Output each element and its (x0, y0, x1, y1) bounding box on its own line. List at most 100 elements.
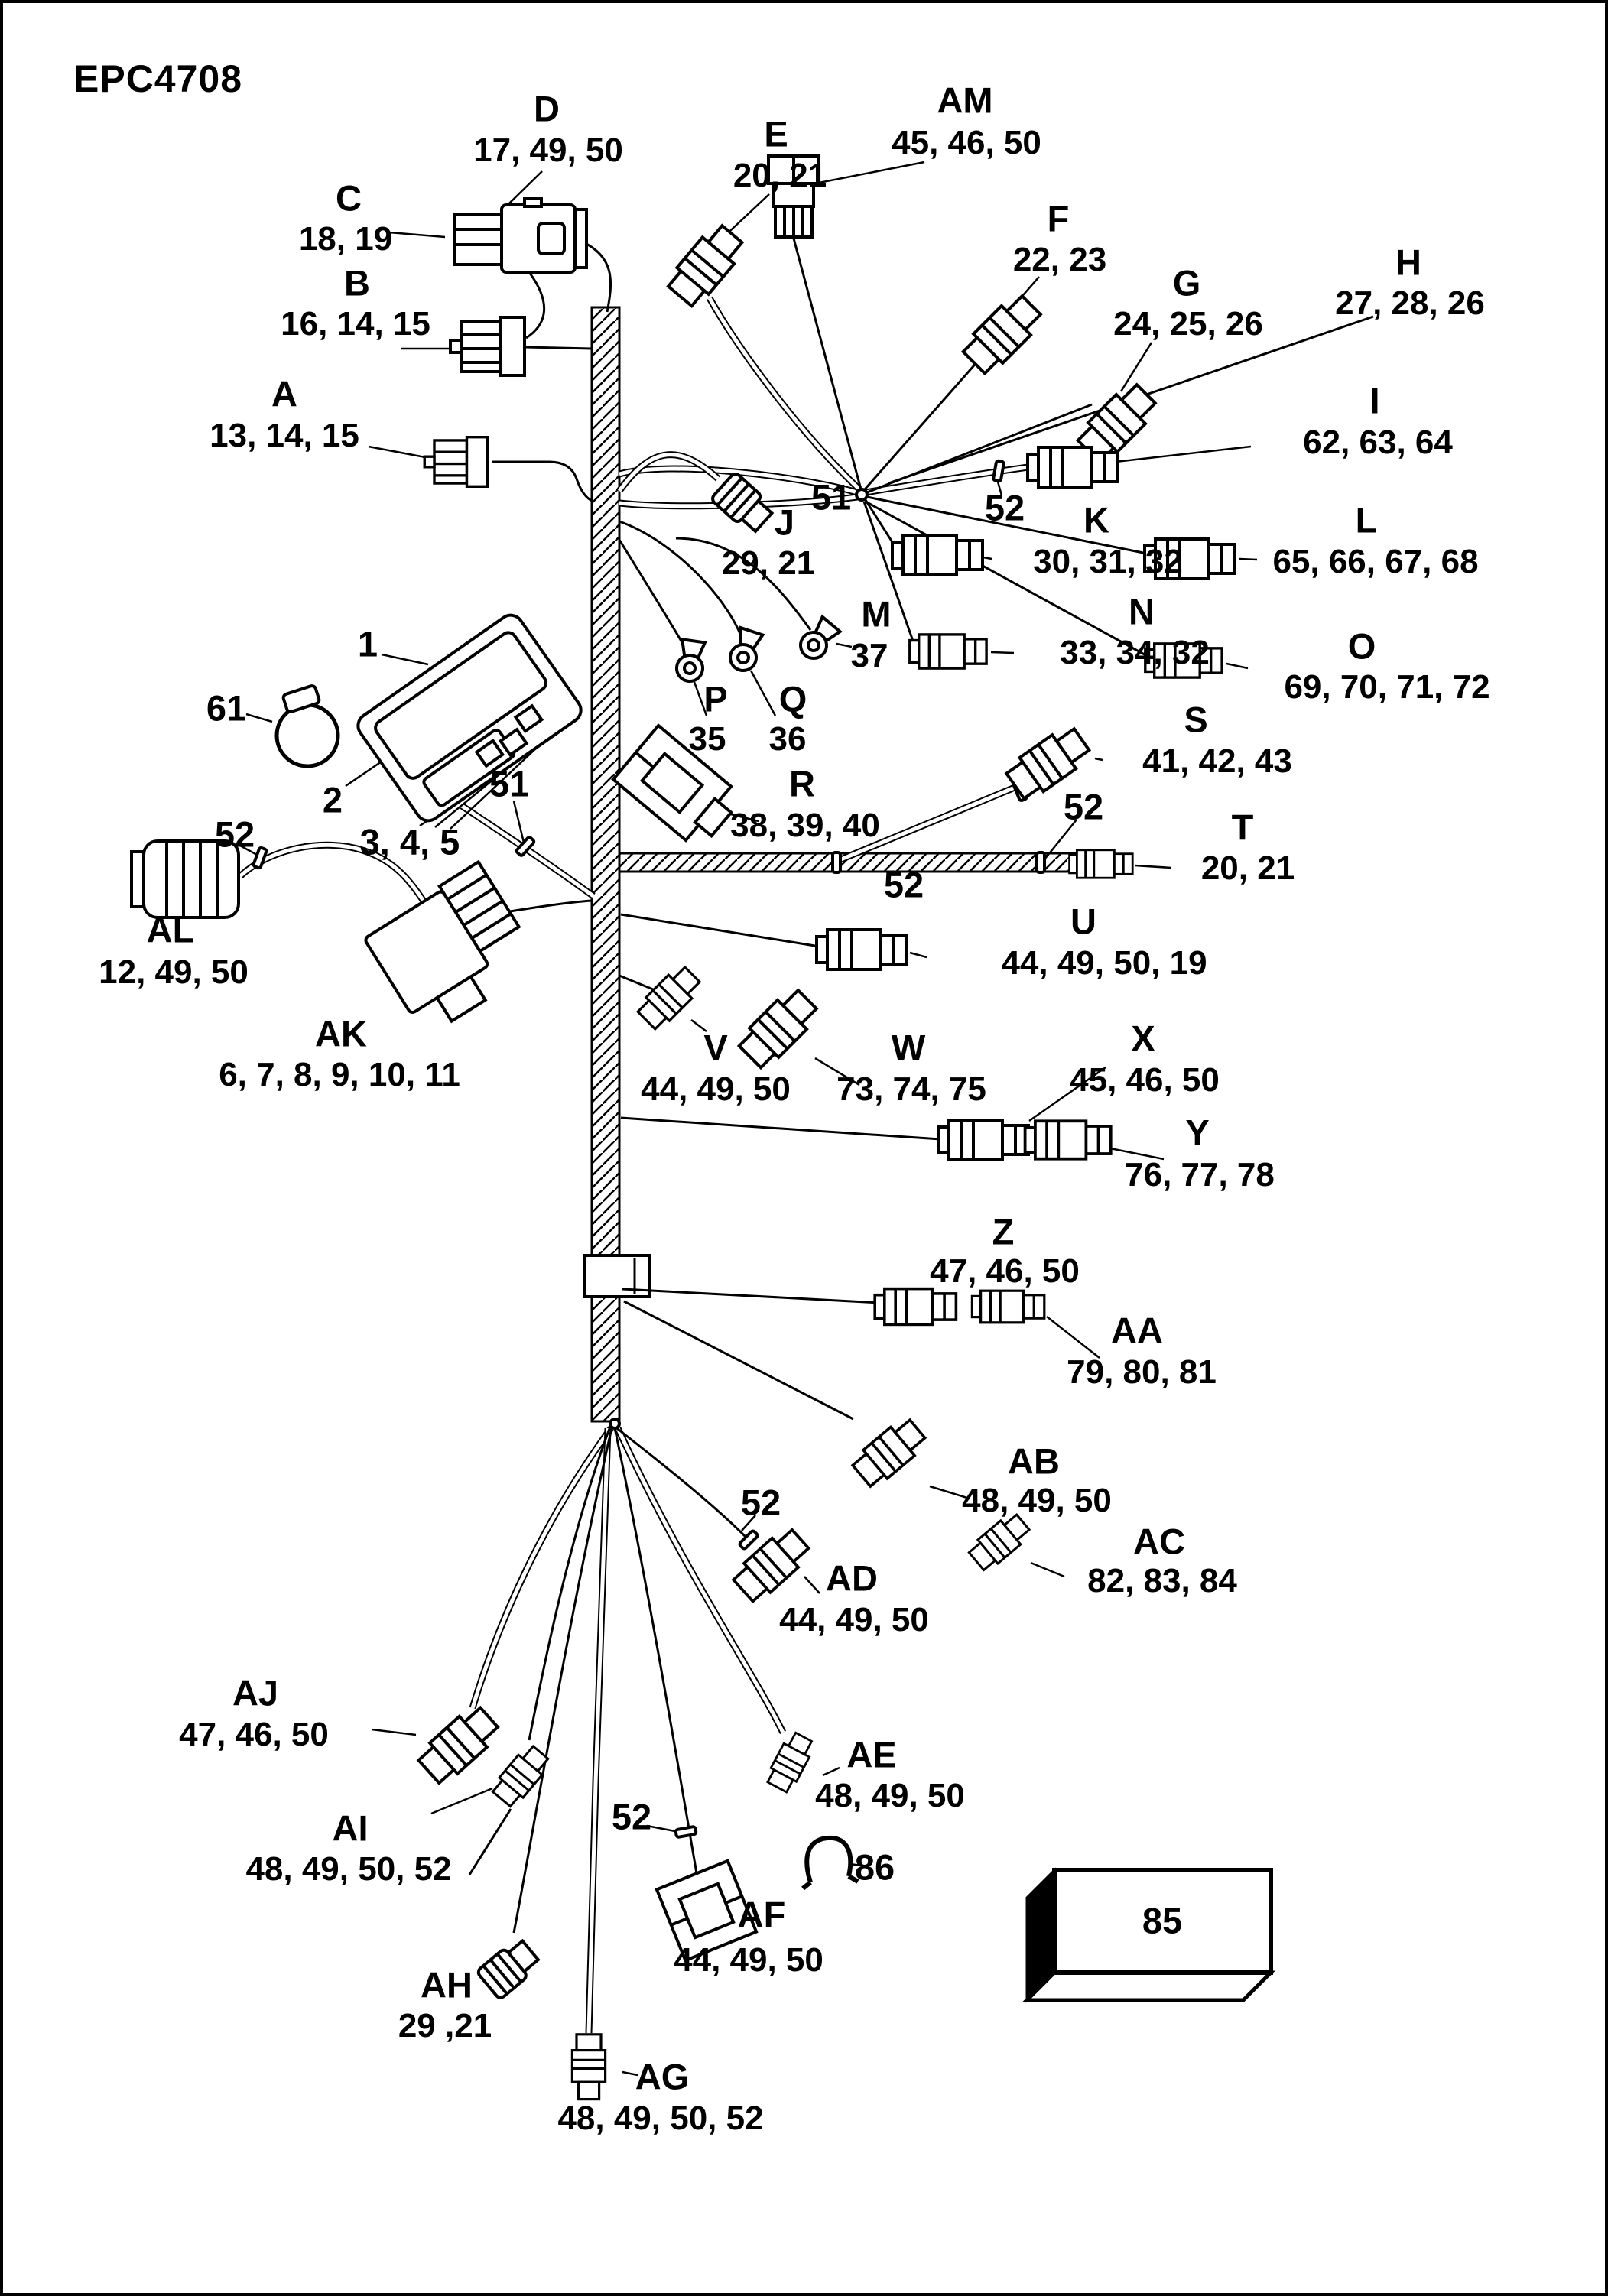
connector-ah (474, 1934, 544, 2002)
connector-aj (413, 1700, 505, 1789)
label-AE: AE (846, 1734, 897, 1775)
label-AG: AG (635, 2056, 690, 2097)
callout-2: 2 (322, 779, 343, 820)
label-A-parts: 13, 14, 15 (210, 417, 359, 454)
connector-ag (570, 2033, 607, 2101)
thin-wires (468, 238, 1374, 1934)
clip-86 (801, 1835, 859, 1891)
connector-aa (970, 1289, 1046, 1324)
label-X: X (1131, 1018, 1155, 1059)
label-Q-parts: 36 (768, 720, 807, 758)
label-T-parts: 20, 21 (1200, 849, 1295, 887)
label-AK: AK (315, 1013, 367, 1054)
label-AD-parts: 44, 49, 50 (779, 1601, 929, 1638)
label-AG-parts: 48, 49, 50, 52 (557, 2100, 764, 2137)
ring-terminal-p (673, 637, 708, 685)
connector-e (662, 219, 750, 311)
ring-terminal-m (794, 614, 843, 665)
label-H-parts: 27, 28, 26 (1335, 284, 1485, 322)
connector-k (891, 534, 984, 576)
label-E-parts: 20, 21 (733, 157, 827, 194)
label-D-parts: 17, 49, 50 (473, 132, 623, 169)
label-K-parts: 30, 31, 32 (1033, 543, 1183, 580)
label-AF: AF (737, 1894, 786, 1935)
callout-52-top: 52 (984, 487, 1025, 528)
label-D: D (534, 88, 560, 129)
label-W: W (891, 1027, 926, 1068)
label-AM: AM (937, 80, 993, 121)
label-R: R (789, 763, 815, 804)
callout-52-s: 52 (1063, 786, 1104, 827)
label-AL: AL (146, 909, 195, 950)
label-A: A (271, 373, 297, 414)
label-Z: Z (992, 1211, 1015, 1252)
connector-layer (130, 154, 1276, 2101)
label-Y-parts: 76, 77, 78 (1125, 1156, 1275, 1193)
label-AE-parts: 48, 49, 50 (815, 1777, 965, 1814)
callout-52-mid: 52 (883, 864, 924, 905)
label-AC: AC (1133, 1521, 1185, 1562)
label-L: L (1355, 499, 1378, 541)
connector-af (655, 1859, 759, 1963)
connector-al (130, 839, 240, 919)
wire-layer (237, 161, 1374, 2077)
label-AL-parts: 12, 49, 50 (99, 953, 249, 991)
page-title: EPC4708 (73, 57, 243, 100)
callout-52-ad: 52 (740, 1482, 781, 1523)
label-AA-parts: 79, 80, 81 (1067, 1353, 1217, 1391)
callout-61: 61 (206, 687, 247, 729)
label-O: O (1347, 625, 1376, 667)
label-AB-parts: 48, 49, 50 (962, 1482, 1112, 1519)
callout-3-4-5: 3, 4, 5 (359, 821, 460, 862)
callout-52-bottom: 52 (611, 1796, 652, 1837)
label-I: I (1369, 380, 1380, 421)
connector-w (736, 985, 822, 1071)
callout-85: 85 (1142, 1900, 1183, 1941)
label-AI-parts: 48, 49, 50, 52 (245, 1850, 452, 1888)
connector-ab (848, 1413, 931, 1492)
connector-n (908, 633, 988, 670)
label-AK-parts: 6, 7, 8, 9, 10, 11 (219, 1056, 460, 1093)
callout-1: 1 (357, 623, 378, 664)
connector-ad (728, 1522, 815, 1607)
label-F: F (1047, 198, 1070, 239)
ring-terminal-q (725, 625, 766, 676)
label-U-parts: 44, 49, 50, 19 (1001, 944, 1207, 982)
label-N-parts: 33, 34, 32 (1060, 634, 1210, 671)
label-E: E (764, 113, 788, 154)
connector-z (873, 1287, 958, 1327)
label-AC-parts: 82, 83, 84 (1087, 1562, 1237, 1599)
label-H: H (1395, 242, 1421, 283)
label-S-parts: 41, 42, 43 (1142, 742, 1292, 780)
connector-b (449, 316, 526, 377)
connector-ac (965, 1508, 1035, 1575)
label-J: J (774, 502, 795, 543)
label-K: K (1083, 499, 1109, 541)
label-AJ-parts: 47, 46, 50 (179, 1716, 329, 1753)
label-I-parts: 62, 63, 64 (1303, 424, 1453, 461)
label-C-parts: 18, 19 (298, 220, 393, 258)
label-Z-parts: 47, 46, 50 (930, 1252, 1080, 1290)
label-AH: AH (421, 1964, 473, 2005)
label-T: T (1231, 807, 1254, 848)
label-AM-parts: 45, 46, 50 (892, 124, 1041, 161)
label-V-parts: 44, 49, 50 (641, 1070, 791, 1108)
label-C: C (336, 177, 362, 219)
label-G-parts: 24, 25, 26 (1113, 305, 1263, 343)
connector-u (815, 928, 908, 971)
connector-f (960, 291, 1046, 377)
connector-cd (453, 197, 588, 274)
label-AD: AD (826, 1557, 878, 1599)
label-AB: AB (1008, 1440, 1060, 1482)
harness-drawing (130, 154, 1374, 2101)
label-AA: AA (1111, 1310, 1163, 1351)
connector-r (611, 723, 734, 843)
label-Q: Q (778, 678, 807, 719)
label-O-parts: 69, 70, 71, 72 (1284, 668, 1490, 706)
label-W-parts: 73, 74, 75 (836, 1070, 986, 1108)
callout-51-top: 51 (810, 476, 852, 518)
label-G: G (1172, 262, 1201, 304)
label-Y: Y (1185, 1112, 1210, 1153)
label-AH-parts: 29 ,21 (398, 2007, 492, 2044)
